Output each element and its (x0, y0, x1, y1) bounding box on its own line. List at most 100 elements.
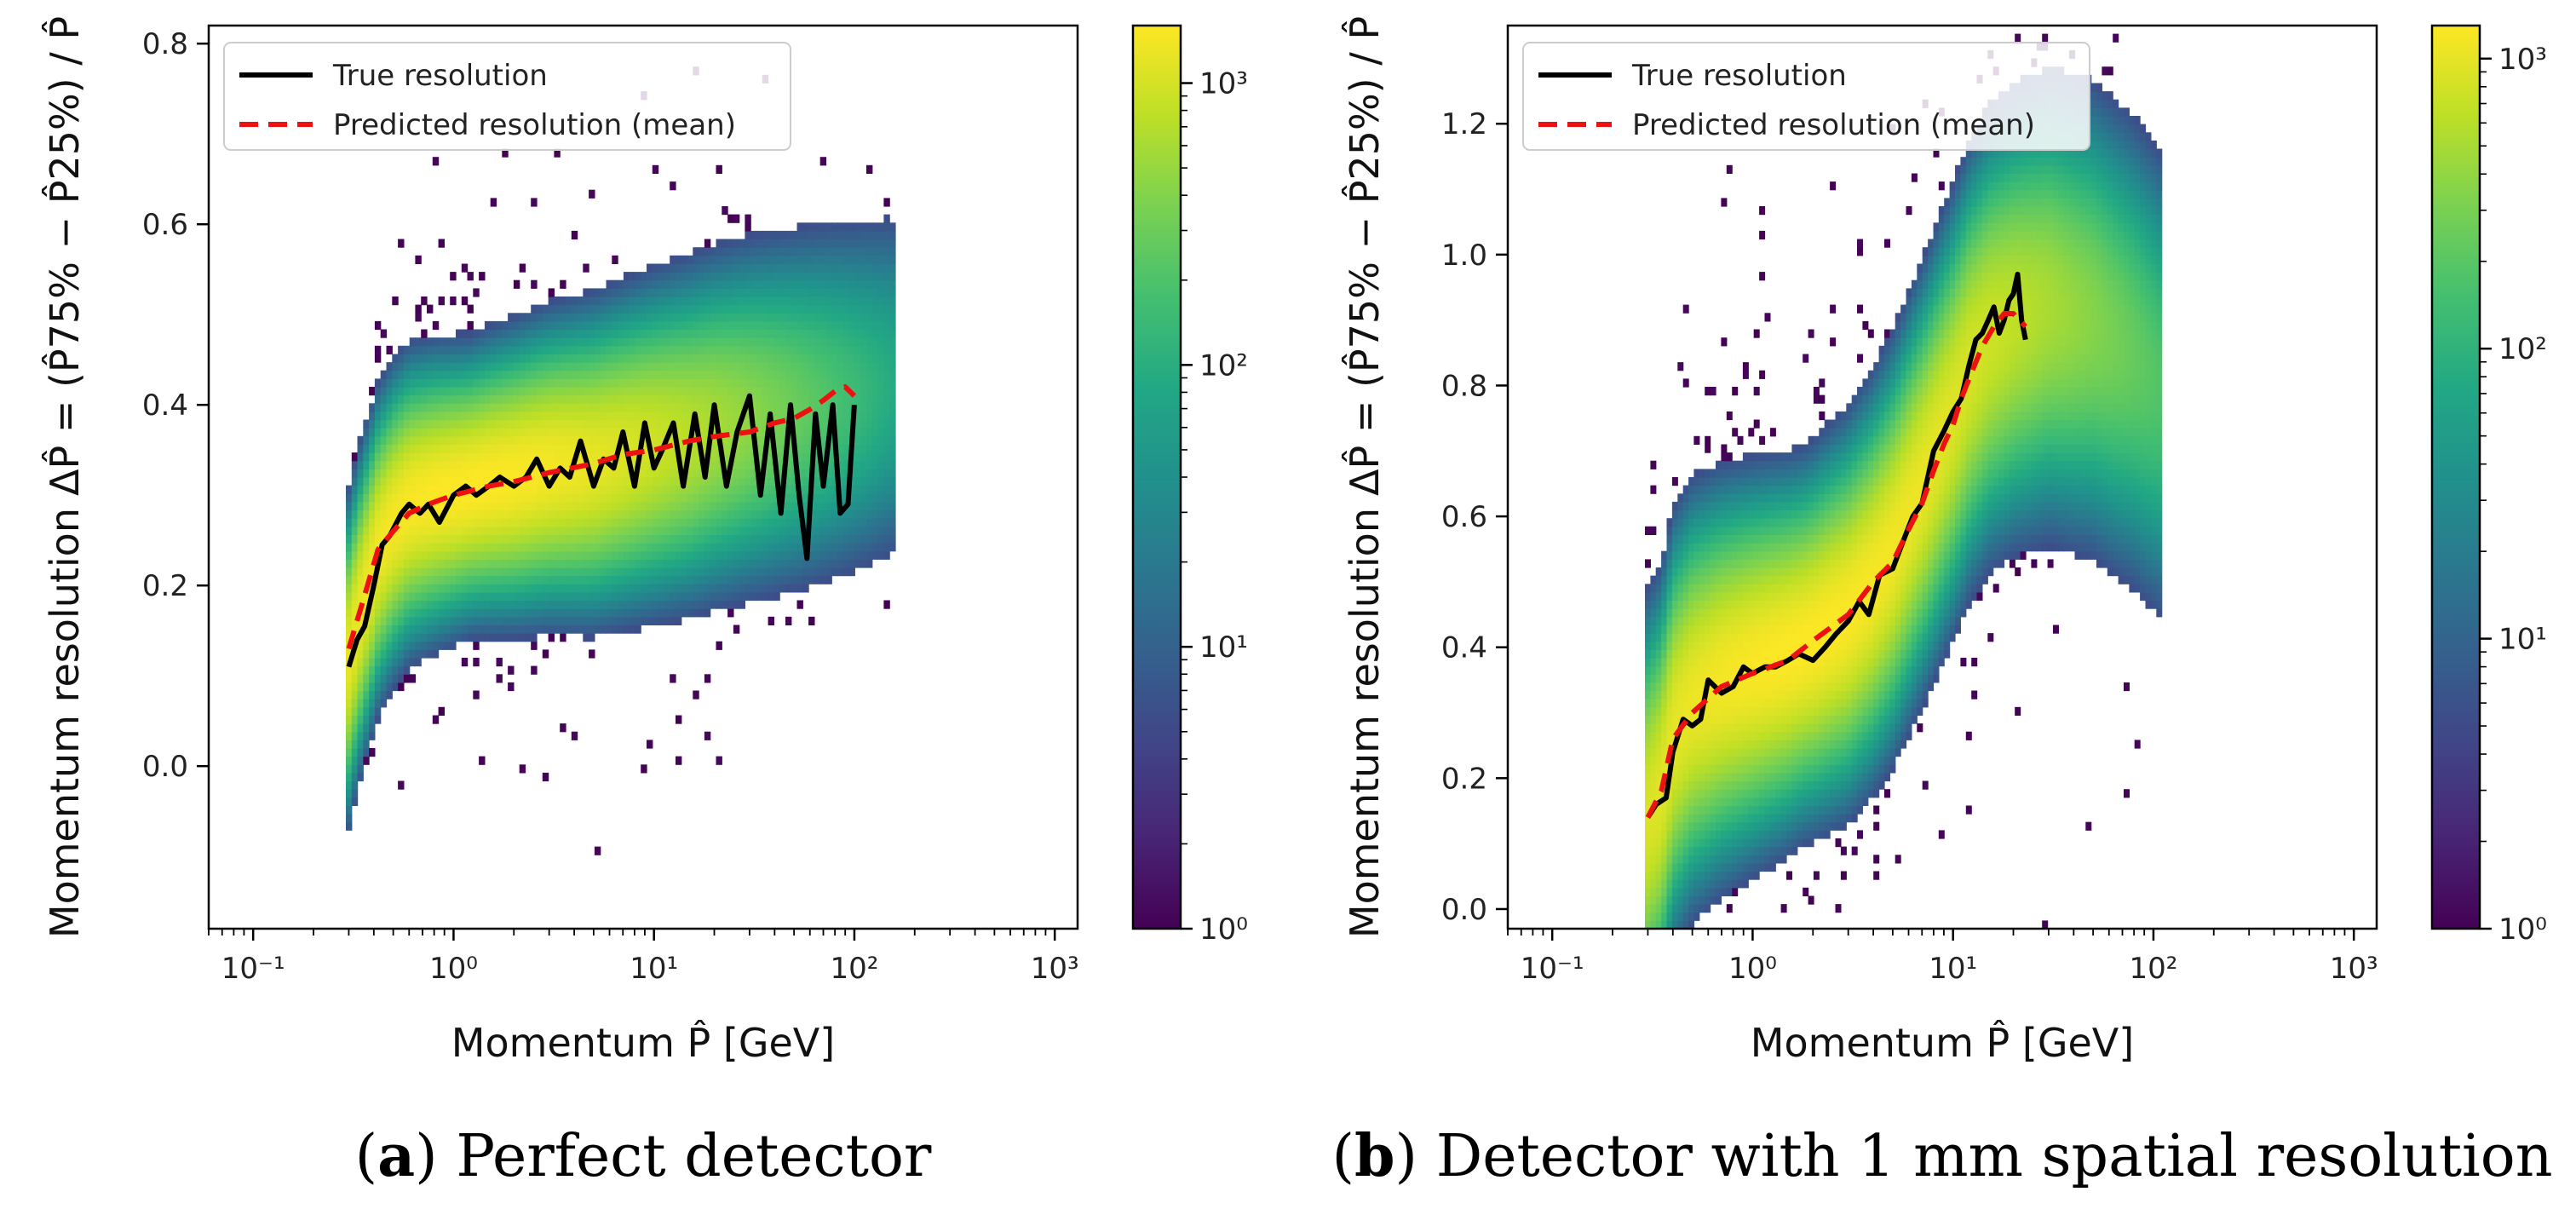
true-resolution-line-a (346, 393, 857, 668)
heatmap-cell-a (687, 534, 693, 544)
heatmap-cell-a (600, 444, 607, 453)
heatmap-cell-a (531, 394, 538, 404)
heatmap-cell-a (860, 550, 867, 560)
heatmap-cell-b (1682, 616, 1689, 625)
heatmap-cell-a (716, 460, 722, 469)
heatmap-cell-a (883, 435, 890, 445)
heatmap-cell-a (554, 600, 561, 609)
heatmap-cell-a (750, 296, 757, 306)
heatmap-cell-a (473, 493, 480, 503)
heatmap-cell-a (386, 567, 393, 577)
heatmap-cell-a (791, 477, 798, 486)
heatmap-cell-a (548, 575, 555, 584)
heatmap-cell-a (363, 575, 370, 584)
heatmap-cell-a (704, 477, 711, 486)
heatmap-cell-a (513, 428, 520, 437)
heatmap-cell-b (1661, 575, 1668, 584)
heatmap-cell-a (374, 469, 382, 478)
heatmap-cell-a (756, 526, 763, 535)
heatmap-cell-a (571, 600, 578, 609)
heatmap-cell-a (513, 485, 520, 494)
heatmap-cell-a (860, 255, 867, 264)
heatmap-cell-a (490, 567, 497, 577)
heatmap-cell-a (542, 616, 549, 625)
heatmap-cell-a (450, 534, 457, 544)
heatmap-cell-a (676, 575, 682, 584)
heatmap-cell-a (779, 518, 786, 527)
heatmap-cell-a (635, 320, 641, 331)
heatmap-cell-a (848, 304, 855, 314)
heatmap-cell-a (577, 559, 584, 568)
heatmap-cell-a (877, 526, 884, 535)
heatmap-cell-a (432, 345, 440, 354)
heatmap-cell-a (346, 575, 353, 584)
heatmap-cell-a (871, 387, 879, 396)
heatmap-cell-b (1716, 838, 1722, 848)
heatmap-cell-a (768, 452, 774, 462)
heatmap-cell-a (756, 239, 763, 248)
heatmap-cell-a (808, 550, 815, 560)
heatmap-cell-a (386, 444, 393, 453)
heatmap-cell-a (594, 625, 601, 634)
heatmap-cell-a (716, 247, 722, 256)
heatmap-cell-b (1655, 904, 1662, 913)
heatmap-cell-a (693, 567, 699, 577)
heatmap-cell-a (548, 510, 555, 519)
heatmap-cell-b (1671, 764, 1678, 774)
heatmap-cell-a (618, 501, 624, 511)
heatmap-cell-a (473, 345, 480, 354)
heatmap-cell-a (456, 550, 463, 560)
heatmap-cell-b (1688, 493, 1695, 503)
heatmap-cell-a (664, 272, 670, 281)
heatmap-cell-a (508, 633, 515, 642)
heatmap-cell-a (380, 403, 388, 412)
heatmap-cell-a (415, 633, 422, 642)
heatmap-cell-a (398, 600, 405, 609)
heatmap-cell-a (796, 362, 803, 371)
heatmap-cell-a (594, 345, 601, 354)
heatmap-cell-a (577, 469, 584, 478)
heatmap-cell-a (877, 304, 884, 314)
heatmap-cell-a (513, 370, 520, 379)
heatmap-cell-a (589, 543, 595, 552)
heatmap-cell-a (699, 493, 705, 503)
heatmap-cell-a (473, 428, 480, 437)
heatmap-cell-b (1682, 625, 1689, 634)
heatmap-cell-a (525, 550, 532, 560)
heatmap-cell-a (768, 567, 774, 577)
heatmap-cell-a (571, 526, 578, 535)
heatmap-cell-a (871, 354, 879, 363)
heatmap-cell-a (502, 329, 509, 338)
heatmap-cell-b (1716, 625, 1722, 634)
heatmap-cell-a (773, 304, 780, 314)
heatmap-cell-a (623, 526, 630, 535)
heatmap-cell-a (716, 567, 722, 577)
heatmap-cell-b (1699, 772, 1705, 782)
heatmap-cell-a (525, 534, 532, 544)
heatmap-cell-a (577, 567, 584, 577)
heatmap-cell-a (785, 452, 792, 462)
heatmap-cell-a (670, 272, 676, 281)
heatmap-cell-a (548, 387, 555, 396)
heatmap-cell-a (658, 510, 664, 519)
heatmap-cell-a (548, 428, 555, 437)
heatmap-cell-a (427, 591, 434, 602)
heatmap-cell-b (1716, 616, 1722, 625)
heatmap-cell-a (508, 485, 515, 494)
heatmap-cell-b (1721, 649, 1728, 659)
heatmap-cell-a (409, 378, 417, 388)
heatmap-cell-a (415, 641, 422, 650)
heatmap-cell-a (889, 428, 896, 437)
heatmap-cell-a (785, 493, 792, 503)
heatmap-cell-a (670, 600, 676, 609)
heatmap-cell-a (357, 682, 364, 692)
heatmap-cell-a (779, 370, 786, 379)
heatmap-cell-a (357, 435, 364, 445)
heatmap-cell-b (1716, 879, 1722, 889)
heatmap-cell-a (415, 501, 422, 511)
heatmap-cell-a (594, 567, 601, 577)
heatmap-cell-a (802, 477, 809, 486)
heatmap-cell-a (727, 354, 734, 363)
heatmap-cell-a (681, 337, 688, 347)
heatmap-cell-a (618, 452, 624, 462)
